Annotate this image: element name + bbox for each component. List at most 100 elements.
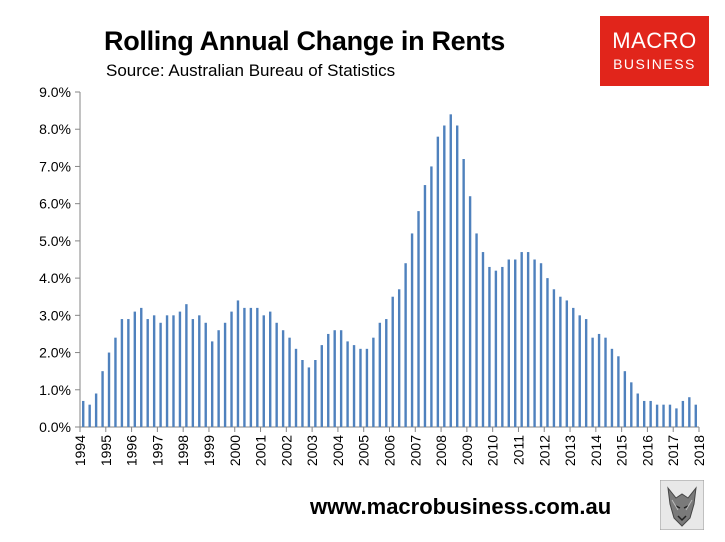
x-tick-label: 2005 <box>356 435 372 466</box>
bar <box>488 266 491 427</box>
bar <box>436 136 440 428</box>
bar <box>359 348 362 427</box>
bar <box>410 233 414 427</box>
x-tick-label: 2014 <box>588 435 604 466</box>
bar <box>281 330 285 427</box>
bar <box>507 259 510 427</box>
bar <box>578 315 581 427</box>
x-tick-label: 2018 <box>691 435 707 466</box>
bar <box>572 307 575 427</box>
chart-title: Rolling Annual Change in Rents <box>104 26 505 56</box>
y-tick-label: 0.0% <box>39 419 71 435</box>
bar <box>204 322 207 427</box>
x-tick-label: 2011 <box>510 435 526 465</box>
bar <box>172 315 175 427</box>
bar <box>610 348 614 427</box>
bar <box>681 400 685 427</box>
bar <box>604 337 607 427</box>
bar <box>533 259 536 427</box>
bar <box>185 304 188 427</box>
bar <box>597 333 601 427</box>
bar <box>456 125 459 427</box>
x-tick-label: 2015 <box>614 435 630 466</box>
bar <box>314 360 317 427</box>
x-tick-label: 2017 <box>665 435 681 466</box>
bar <box>565 300 569 427</box>
x-tick-label: 1999 <box>201 435 217 466</box>
bar <box>140 307 143 427</box>
bar <box>649 400 652 427</box>
bar <box>352 345 356 427</box>
bar <box>655 404 659 427</box>
x-tick-label: 1995 <box>98 435 114 466</box>
bar <box>152 315 156 427</box>
bar <box>423 185 427 427</box>
y-tick-label: 8.0% <box>39 121 71 137</box>
bar <box>269 311 272 427</box>
x-tick-label: 2003 <box>304 435 320 466</box>
bar <box>559 296 562 427</box>
bar <box>539 263 543 427</box>
bar <box>430 166 433 427</box>
bar <box>191 319 195 427</box>
bar <box>94 393 98 427</box>
x-tick-label: 1997 <box>149 435 165 466</box>
x-tick-label: 2013 <box>562 435 578 466</box>
bar <box>546 278 549 427</box>
x-tick-label: 2000 <box>227 435 243 466</box>
bar <box>630 382 633 427</box>
x-tick-label: 2002 <box>278 435 294 466</box>
bar <box>333 330 336 427</box>
x-tick-label: 1994 <box>72 435 88 466</box>
x-tick-label: 2009 <box>459 435 475 466</box>
bar <box>327 333 330 427</box>
wolf-logo-icon <box>660 480 704 530</box>
x-tick-label: 2016 <box>639 435 655 466</box>
bar <box>198 315 201 427</box>
bar <box>82 400 85 427</box>
bar <box>217 330 220 427</box>
bar <box>346 341 349 427</box>
bar <box>468 196 472 427</box>
macrobusiness-logo: MACRO BUSINESS <box>600 16 709 86</box>
bar <box>243 307 246 427</box>
bar <box>642 400 646 427</box>
bar <box>320 345 323 427</box>
x-tick-label: 2001 <box>253 435 269 466</box>
bar <box>617 356 620 427</box>
bar <box>301 360 304 427</box>
y-tick-label: 3.0% <box>39 307 71 323</box>
bar <box>591 337 594 427</box>
x-tick-label: 2006 <box>382 435 398 466</box>
y-tick-label: 1.0% <box>39 382 71 398</box>
bar <box>275 322 278 427</box>
y-tick-label: 5.0% <box>39 233 71 249</box>
bar <box>256 307 259 427</box>
bar <box>623 371 627 427</box>
bar <box>178 311 182 427</box>
bar <box>120 319 124 427</box>
y-tick-label: 6.0% <box>39 196 71 212</box>
bar <box>481 252 485 427</box>
y-tick-label: 2.0% <box>39 345 71 361</box>
bar <box>526 252 530 427</box>
bar <box>404 263 407 427</box>
bar <box>668 404 672 427</box>
bar <box>662 404 665 427</box>
bar <box>114 337 117 427</box>
y-tick-label: 4.0% <box>39 270 71 286</box>
bar <box>88 404 91 427</box>
bar <box>159 322 162 427</box>
bar <box>165 315 169 427</box>
bar <box>133 311 137 427</box>
x-tick-label: 1998 <box>175 435 191 466</box>
bar <box>230 311 233 427</box>
x-tick-label: 2008 <box>433 435 449 466</box>
bar <box>397 289 401 427</box>
x-tick-label: 1996 <box>124 435 140 466</box>
x-tick-label: 2007 <box>407 435 423 466</box>
bar <box>449 114 452 427</box>
bar <box>101 371 104 427</box>
bar <box>339 330 343 427</box>
